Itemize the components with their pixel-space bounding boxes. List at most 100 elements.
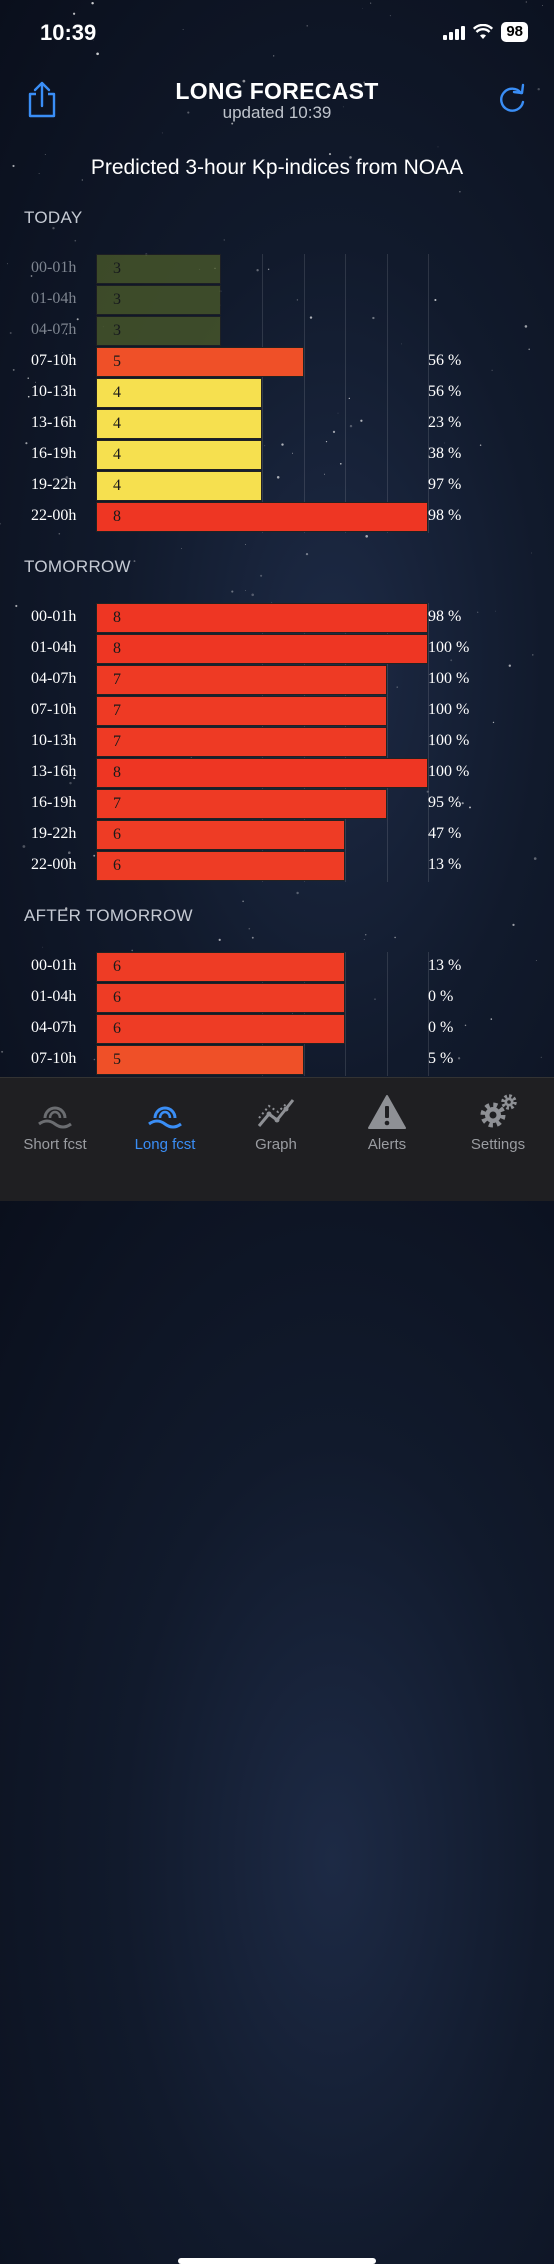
time-slot-label: 16-19h [31, 445, 77, 463]
forecast-row: 16-19h 4 38 % [0, 440, 554, 471]
share-icon[interactable] [24, 80, 60, 120]
kp-bar: 3 [96, 285, 221, 316]
probability-label: 5 % [428, 1050, 454, 1068]
star [44, 154, 46, 156]
star [512, 923, 515, 927]
time-slot-label: 01-04h [31, 639, 77, 657]
star [231, 590, 234, 593]
gear-icon [480, 1094, 517, 1128]
probability-label: 47 % [428, 825, 462, 843]
tab-label: Graph [255, 1136, 297, 1153]
time-slot-label: 22-00h [31, 856, 77, 874]
time-slot-label: 07-10h [31, 352, 77, 370]
tab-short-forecast[interactable]: Short fcst [5, 1094, 105, 1153]
kp-value: 8 [113, 609, 121, 626]
star [251, 936, 254, 939]
refresh-icon[interactable] [494, 80, 530, 120]
kp-value: 4 [113, 477, 121, 495]
probability-label: 100 % [428, 639, 470, 657]
kp-bar: 8 [96, 758, 428, 789]
tab-long-forecast[interactable]: Long fcst [115, 1094, 215, 1153]
kp-value: 3 [113, 322, 121, 340]
forecast-row: 00-01h 6 13 % [0, 952, 554, 983]
time-slot-label: 01-04h [31, 290, 77, 308]
kp-bar: 6 [96, 983, 345, 1014]
probability-label: 95 % [428, 794, 462, 812]
kp-grid-line [262, 254, 263, 534]
time-slot-label: 00-01h [31, 259, 77, 276]
star [161, 132, 163, 134]
kp-value: 8 [113, 764, 121, 782]
page-title: LONG FORECAST [175, 78, 379, 104]
forecast-row: 16-19h 7 95 % [0, 789, 554, 820]
kp-grid-line [345, 254, 346, 534]
time-slot-label: 00-01h [31, 608, 77, 625]
forecast-row: 19-22h 4 97 % [0, 471, 554, 502]
kp-bar: 3 [96, 316, 221, 347]
aurora-icon [38, 1106, 72, 1129]
kp-value: 6 [113, 857, 121, 875]
kp-grid-line [345, 952, 346, 1076]
kp-value: 6 [113, 826, 121, 844]
graph-icon [257, 1099, 295, 1127]
kp-grid-line [428, 254, 429, 534]
status-indicators: 98 [443, 22, 528, 42]
forecast-row: 07-10h 7 100 % [0, 696, 554, 727]
kp-bar: 8 [96, 634, 428, 665]
tab-graph[interactable]: Graph [226, 1094, 326, 1153]
probability-label: 56 % [428, 383, 462, 401]
aurora-icon [148, 1106, 182, 1129]
time-slot-label: 04-07h [31, 1019, 77, 1037]
kp-value: 7 [113, 733, 121, 751]
kp-value: 4 [113, 384, 121, 402]
probability-label: 13 % [428, 957, 462, 974]
star [365, 934, 367, 936]
tab-settings[interactable]: Settings [448, 1094, 548, 1153]
tab-bar: Short fcst Long fcst Graph Alerts [0, 1077, 554, 2264]
tab-alerts[interactable]: Alerts [337, 1094, 437, 1153]
forecast-row: 10-13h 7 100 % [0, 727, 554, 758]
kp-value: 6 [113, 958, 121, 975]
star [74, 239, 77, 242]
time-slot-label: 04-07h [31, 670, 77, 688]
probability-label: 98 % [428, 608, 462, 625]
status-time: 10:39 [40, 20, 97, 45]
time-slot-label: 00-01h [31, 957, 77, 974]
star [245, 544, 246, 545]
tab-label: Alerts [367, 1136, 407, 1153]
forecast-row: 13-16h 8 100 % [0, 758, 554, 789]
kp-bar: 8 [96, 502, 428, 533]
time-slot-label: 19-22h [31, 476, 77, 494]
forecast-row: 00-01h 8 98 % [0, 603, 554, 634]
kp-grid-line [386, 603, 388, 883]
time-slot-label: 04-07h [31, 321, 77, 339]
kp-value: 4 [113, 415, 121, 433]
kp-grid-line [386, 952, 388, 1076]
star [218, 938, 221, 942]
tab-label: Short fcst [23, 1136, 87, 1153]
kp-value: 8 [113, 508, 121, 526]
chart-title: Predicted 3-hour Kp-indices from NOAA [90, 156, 464, 179]
kp-grid-line [262, 952, 263, 1076]
time-slot-label: 16-19h [31, 794, 77, 812]
time-slot-label: 10-13h [31, 732, 77, 750]
kp-bar: 8 [96, 603, 428, 633]
star [242, 900, 244, 903]
forecast-row: 04-07h 6 0 % [0, 1014, 554, 1045]
star [328, 153, 332, 156]
time-slot-label: 01-04h [31, 988, 77, 1006]
section-label: TOMORROW [24, 557, 131, 576]
forecast-row: 01-04h 8 100 % [0, 634, 554, 665]
kp-bar: 4 [96, 409, 262, 440]
kp-value: 3 [113, 291, 121, 309]
time-slot-label: 13-16h [31, 763, 77, 781]
probability-label: 100 % [428, 732, 470, 750]
kp-value: 7 [113, 702, 121, 720]
tab-label: Settings [470, 1136, 526, 1153]
kp-value: 6 [113, 989, 121, 1007]
kp-bar: 7 [96, 696, 387, 727]
time-slot-label: 13-16h [31, 414, 77, 432]
star [459, 191, 461, 193]
alert-icon [368, 1095, 406, 1129]
star [181, 548, 182, 549]
